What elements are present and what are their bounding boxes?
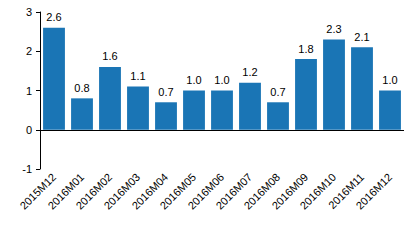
svg-text:2016M02: 2016M02: [73, 170, 115, 212]
svg-text:2016M05: 2016M05: [157, 170, 199, 212]
svg-text:2.6: 2.6: [46, 11, 61, 23]
svg-text:2016M06: 2016M06: [185, 170, 227, 212]
svg-text:1: 1: [26, 85, 32, 97]
svg-text:2016M01: 2016M01: [45, 170, 87, 212]
svg-text:2: 2: [26, 45, 32, 57]
svg-text:2016M03: 2016M03: [101, 170, 143, 212]
svg-text:2016M12: 2016M12: [353, 171, 394, 212]
svg-text:2016M09: 2016M09: [269, 170, 311, 212]
svg-text:2016M04: 2016M04: [129, 170, 171, 212]
svg-text:2.3: 2.3: [326, 23, 341, 35]
svg-text:1.8: 1.8: [298, 43, 313, 55]
svg-text:2.1: 2.1: [354, 31, 369, 43]
svg-text:0.7: 0.7: [270, 86, 285, 98]
svg-text:2015M12: 2015M12: [17, 170, 59, 212]
svg-text:2016M11: 2016M11: [325, 170, 367, 212]
svg-text:0.8: 0.8: [74, 82, 89, 94]
svg-text:1.0: 1.0: [214, 74, 229, 86]
svg-text:3: 3: [26, 6, 32, 18]
svg-text:0: 0: [26, 124, 32, 136]
svg-text:1.6: 1.6: [102, 50, 117, 62]
svg-text:2016M10: 2016M10: [297, 170, 339, 212]
svg-text:1.0: 1.0: [382, 74, 397, 86]
svg-text:-1: -1: [22, 163, 32, 175]
svg-text:0.7: 0.7: [158, 86, 173, 98]
svg-text:1.0: 1.0: [186, 74, 201, 86]
svg-text:1.1: 1.1: [130, 70, 145, 82]
svg-text:2016M08: 2016M08: [241, 170, 283, 212]
svg-text:1.2: 1.2: [242, 66, 257, 78]
svg-text:2016M07: 2016M07: [213, 170, 255, 212]
